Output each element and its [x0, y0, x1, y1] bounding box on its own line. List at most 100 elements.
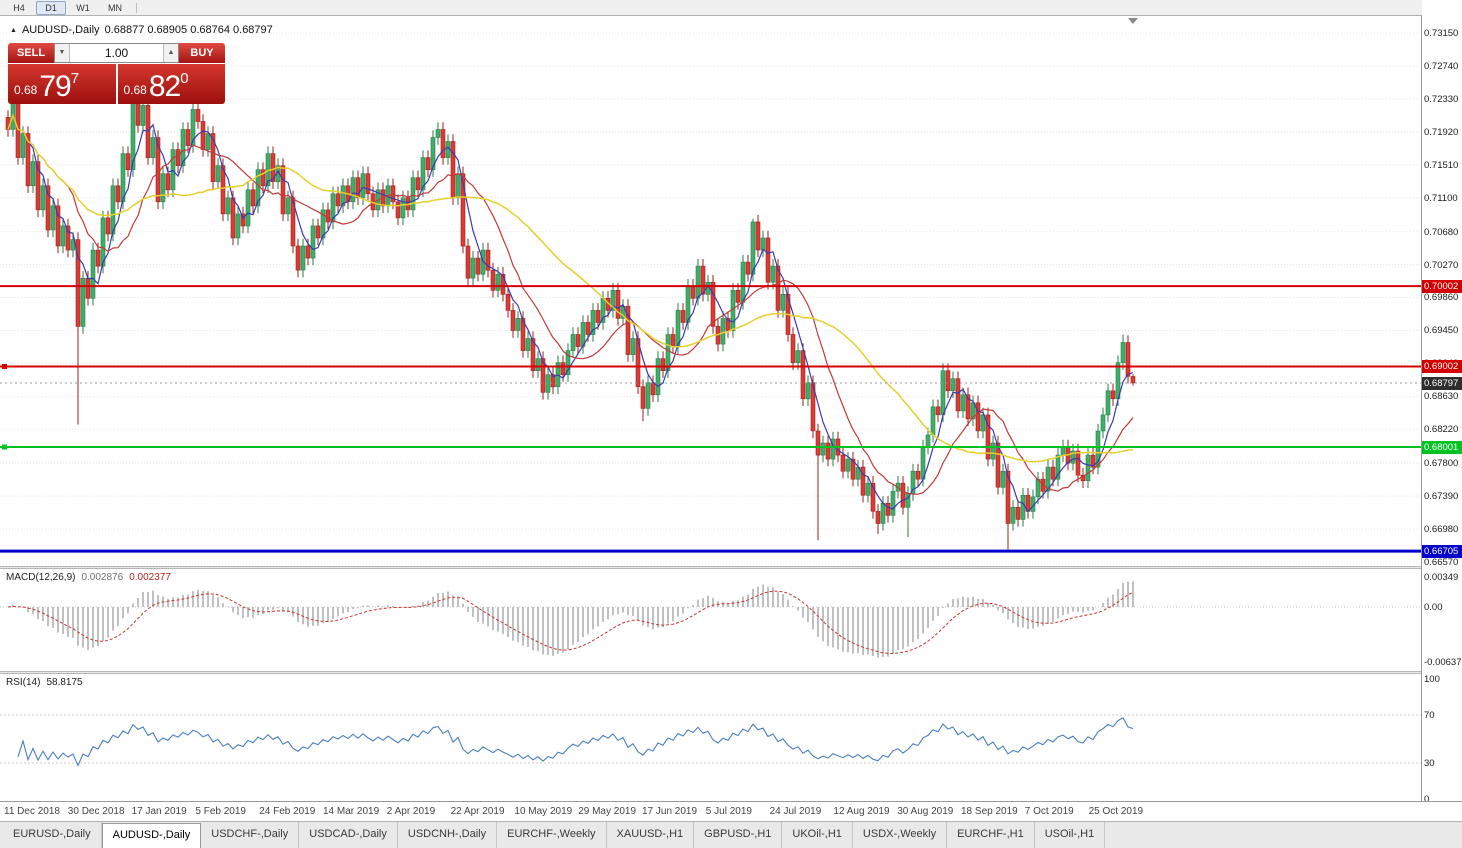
buy-quote-pip-digit: 0 — [180, 70, 189, 87]
rsi-chart-canvas[interactable] — [0, 674, 1421, 801]
timeframe-button-mn[interactable]: MN — [108, 2, 122, 13]
macd-axis-label: 0.00349 — [1424, 571, 1459, 583]
chart-tab[interactable]: USDCNH-,Daily — [398, 822, 498, 848]
date-axis-label: 12 Aug 2019 — [833, 806, 890, 817]
price-tick-label: 0.66570 — [1424, 556, 1459, 568]
price-tick-label: 0.71510 — [1424, 159, 1459, 171]
macd-histogram — [12, 581, 1134, 658]
timeframe-button-h4[interactable]: H4 — [13, 2, 25, 13]
panel-splitter[interactable] — [0, 566, 1462, 569]
moving-average-line-34 — [7, 113, 1134, 463]
sell-quote-prefix: 0.68 — [14, 83, 38, 97]
volume-up-arrow-icon[interactable]: ▲ — [163, 44, 178, 62]
date-axis-label: 22 Apr 2019 — [450, 806, 505, 817]
chart-tab[interactable]: XAUUSD-,H1 — [607, 822, 695, 848]
buy-quote-button[interactable]: 0.68 82 0 — [117, 64, 225, 104]
chart-ohlc-readout: 0.68877 0.68905 0.68764 0.68797 — [104, 24, 273, 36]
price-tick-label: 0.69450 — [1424, 325, 1459, 337]
rsi-value: 58.8175 — [46, 677, 83, 688]
macd-chart-canvas[interactable] — [0, 569, 1421, 671]
price-tick-label: 0.69860 — [1424, 292, 1459, 304]
chart-tab[interactable]: GBPUSD-,H1 — [694, 822, 783, 848]
price-axis: 0.73150 0.72740 0.72330 0.71920 0.71510 0.711… — [1422, 0, 1462, 821]
current-price-label: 0.68797 — [1422, 376, 1462, 390]
rsi-axis-label: 70 — [1424, 710, 1435, 721]
price-tick-label: 0.66980 — [1424, 524, 1459, 536]
level-price-label: 0.68001 — [1422, 440, 1462, 454]
volume-input[interactable]: 1.00 — [104, 46, 129, 60]
symbol-arrow-icon: ▲ — [10, 26, 17, 34]
moving-average-line-5 — [7, 113, 1134, 513]
volume-field: ▼ 1.00 ▲ — [54, 43, 179, 63]
rsi-indicator-panel[interactable]: RSI(14) 58.8175 — [0, 674, 1421, 801]
price-tick-label: 0.72330 — [1424, 93, 1459, 105]
date-axis-label: 10 May 2019 — [514, 806, 573, 817]
sell-quote-big-digits: 79 — [39, 70, 71, 103]
chart-tab[interactable]: AUDUSD-,Daily — [101, 823, 202, 848]
candlestick-chart-canvas[interactable] — [0, 16, 1421, 566]
one-click-trading-panel: SELL ▼ 1.00 ▲ BUY 0.68 79 7 0.68 82 0 — [8, 43, 225, 104]
price-tick-label: 0.68220 — [1424, 424, 1459, 436]
price-gridlines — [0, 32, 1421, 563]
price-tick-label: 0.67800 — [1424, 458, 1459, 470]
moving-average-line-13 — [7, 113, 1134, 495]
price-tick-label: 0.70680 — [1424, 226, 1459, 238]
level-price-label: 0.66705 — [1422, 545, 1462, 559]
macd-title: MACD(12,26,9) — [6, 572, 76, 583]
chart-tab[interactable]: EURCHF-,Weekly — [497, 822, 607, 848]
chart-tab[interactable]: UKOil-,H1 — [782, 822, 853, 848]
candles-layer — [5, 90, 1136, 550]
price-tick-label: 0.72740 — [1424, 60, 1459, 72]
date-axis-label: 14 Mar 2019 — [323, 806, 380, 817]
price-tick-label: 0.73150 — [1424, 28, 1459, 39]
date-axis-label: 11 Dec 2018 — [4, 806, 60, 817]
horizontal-level-lines[interactable] — [0, 285, 1421, 553]
date-axis-label: 5 Jul 2019 — [705, 806, 752, 817]
chart-title: ▲ AUDUSD-,Daily 0.68877 0.68905 0.68764 … — [10, 24, 273, 36]
date-axis-label: 17 Jun 2019 — [642, 806, 698, 817]
timeframe-button-w1[interactable]: W1 — [76, 2, 90, 13]
sell-quote-pip-digit: 7 — [70, 70, 80, 87]
macd-indicator-panel[interactable]: MACD(12,26,9) 0.002876 0.002377 — [0, 569, 1421, 671]
date-axis-label: 17 Jan 2019 — [131, 806, 187, 817]
date-axis-label: 25 Oct 2019 — [1088, 806, 1144, 817]
panel-splitter[interactable] — [0, 671, 1462, 674]
chart-tab[interactable]: EURUSD-,Daily — [3, 822, 102, 848]
chart-tab[interactable]: USDX-,Weekly — [853, 822, 948, 848]
macd-label: MACD(12,26,9) 0.002876 0.002377 — [6, 572, 171, 583]
price-tick-label: 0.71100 — [1424, 192, 1458, 204]
macd-axis-label: -0.00637 — [1424, 656, 1462, 668]
chart-tab-bar: EURUSD-,Daily AUDUSD-,Daily USDCHF-,Daily U… — [0, 821, 1462, 848]
sell-quote-button[interactable]: 0.68 79 7 — [8, 64, 116, 104]
chart-tab[interactable]: USDCHF-,Daily — [201, 822, 300, 848]
date-axis: 11 Dec 2018 30 Dec 2018 17 Jan 2019 5 Feb 2… — [0, 801, 1462, 821]
rsi-label: RSI(14) 58.8175 — [6, 677, 83, 688]
timeframe-button-d1[interactable]: D1 — [36, 0, 66, 15]
date-axis-label: 5 Feb 2019 — [195, 806, 246, 817]
buy-button[interactable]: BUY — [179, 43, 225, 63]
sell-button[interactable]: SELL — [8, 43, 54, 63]
buy-quote-prefix: 0.68 — [123, 83, 147, 97]
date-axis-label: 24 Feb 2019 — [259, 806, 316, 817]
buy-quote-big-digits: 82 — [148, 70, 181, 103]
chart-tab[interactable]: EURCHF-,H1 — [947, 822, 1035, 848]
rsi-title: RSI(14) — [6, 677, 41, 688]
date-axis-label: 29 May 2019 — [578, 806, 637, 817]
price-chart-panel[interactable]: ▲ AUDUSD-,Daily 0.68877 0.68905 0.68764 … — [0, 16, 1421, 566]
rsi-axis-label: 30 — [1424, 758, 1435, 769]
macd-signal-value: 0.002377 — [129, 572, 171, 583]
macd-signal-line — [7, 590, 1134, 655]
chart-shift-marker-icon[interactable] — [1128, 18, 1138, 24]
date-axis-label: 2 Apr 2019 — [386, 806, 436, 817]
date-axis-label: 7 Oct 2019 — [1024, 806, 1074, 817]
date-axis-label: 30 Aug 2019 — [897, 806, 954, 817]
price-tick-label: 0.68630 — [1424, 391, 1459, 403]
level-price-label: 0.69002 — [1422, 360, 1462, 374]
chart-tab[interactable]: USDCAD-,Daily — [299, 822, 398, 848]
volume-down-arrow-icon[interactable]: ▼ — [55, 44, 70, 62]
chart-tab[interactable]: USOil-,H1 — [1035, 822, 1106, 848]
rsi-line — [17, 716, 1134, 767]
date-axis-label: 18 Sep 2019 — [961, 806, 1018, 817]
chart-symbol-label: AUDUSD-,Daily — [21, 24, 100, 36]
